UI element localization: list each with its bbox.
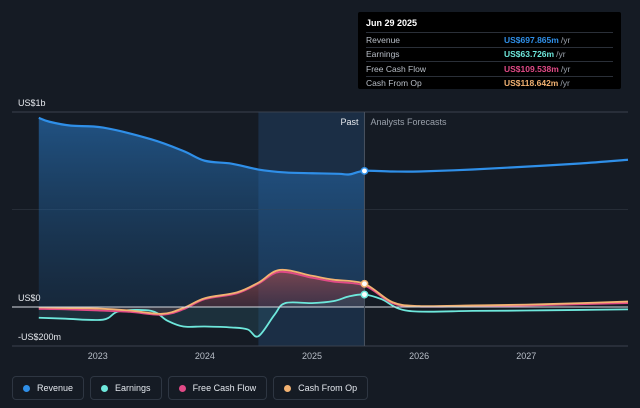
y-tick-label: US$0 <box>18 293 41 303</box>
x-tick-label: 2023 <box>88 351 108 361</box>
series-line-earnings <box>38 293 629 338</box>
tooltip-unit: /yr <box>560 78 570 89</box>
tooltip-unit: /yr <box>560 34 571 45</box>
tooltip-value: US$63.726m <box>504 49 555 60</box>
legend-dot-icon <box>178 384 186 392</box>
tooltip-value: US$697.865m <box>504 34 559 45</box>
legend-item-free-cash-flow[interactable]: Free Cash Flow <box>167 376 268 400</box>
y-tick-label: US$1b <box>18 98 46 108</box>
x-tick-label: 2026 <box>409 351 429 361</box>
marker-earnings <box>360 290 369 299</box>
revenue-area <box>38 117 365 307</box>
tooltip-row-revenue: Revenue US$697.865m /yr <box>366 32 613 47</box>
past-label: Past <box>340 117 359 127</box>
legend-dot-icon <box>101 384 109 392</box>
legend-item-cash-from-op[interactable]: Cash From Op <box>273 376 369 400</box>
tooltip-label: Cash From Op <box>366 78 422 89</box>
tooltip-value: US$118.642m <box>504 78 559 89</box>
chart-legend: Revenue Earnings Free Cash Flow Cash Fro… <box>12 376 369 400</box>
series-line-revenue <box>38 116 629 176</box>
y-tick-label: -US$200m <box>18 332 61 342</box>
legend-dot-icon <box>284 384 292 392</box>
tooltip-label: Free Cash Flow <box>366 63 426 74</box>
tooltip-date: Jun 29 2025 <box>366 18 418 28</box>
legend-label: Cash From Op <box>298 383 358 393</box>
tooltip-value: US$109.538m <box>504 63 559 74</box>
tooltip-panel: Jun 29 2025 Revenue US$697.865m /yr Earn… <box>358 12 621 89</box>
x-tick-label: 2024 <box>195 351 215 361</box>
marker-revenue <box>360 166 369 175</box>
marker-cash-from-op <box>360 279 369 288</box>
tooltip-unit: /yr <box>560 63 571 74</box>
forecast-label: Analysts Forecasts <box>370 117 447 127</box>
legend-label: Earnings <box>115 383 151 393</box>
series-line-cash-from-op <box>38 268 629 315</box>
tooltip-row-free-cash-flow: Free Cash Flow US$109.538m /yr <box>366 61 613 76</box>
legend-item-earnings[interactable]: Earnings <box>90 376 162 400</box>
tooltip-row-cash-from-op: Cash From Op US$118.642m /yr <box>366 75 613 91</box>
legend-label: Free Cash Flow <box>192 383 257 393</box>
x-tick-label: 2025 <box>302 351 322 361</box>
tooltip-label: Revenue <box>366 34 401 45</box>
cash-from-op-area <box>38 269 365 314</box>
tooltip-label: Earnings <box>366 49 400 60</box>
legend-label: Revenue <box>37 383 74 393</box>
legend-item-revenue[interactable]: Revenue <box>12 376 85 400</box>
tooltip-row-earnings: Earnings US$63.726m /yr <box>366 46 613 62</box>
legend-dot-icon <box>23 384 30 392</box>
tooltip-unit: /yr <box>556 49 566 60</box>
x-tick-label: 2027 <box>516 351 536 361</box>
